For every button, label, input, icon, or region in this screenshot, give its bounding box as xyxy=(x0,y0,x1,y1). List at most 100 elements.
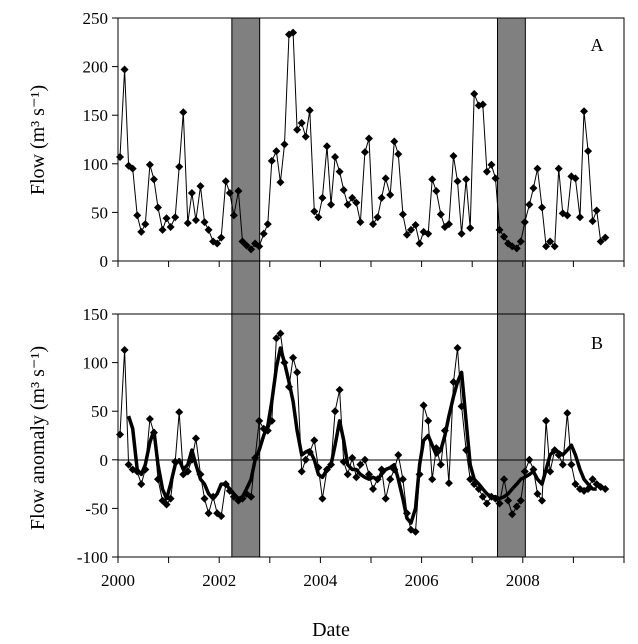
panel-b-data-point xyxy=(504,496,513,505)
panel-a-data-point xyxy=(516,237,525,246)
panel-b-data-point xyxy=(137,480,146,489)
panel-a-data-point xyxy=(141,220,150,229)
panel-a-data-point xyxy=(466,223,475,232)
panel-a-data-point xyxy=(546,237,555,246)
panel-b-data-point xyxy=(419,401,428,410)
panel-a-data-point xyxy=(364,134,373,143)
panel-b-data-point xyxy=(145,414,154,423)
panel-a-data-point xyxy=(580,107,589,116)
panel-a-data-point xyxy=(575,213,584,222)
panel-a-data-point xyxy=(247,245,256,254)
panel-b-data-point xyxy=(525,455,534,464)
panel-a-data-point xyxy=(390,137,399,146)
panel-a-data-point xyxy=(601,233,610,242)
panel-a-data-point xyxy=(424,229,433,238)
panel-a-series-1-line xyxy=(119,32,606,250)
panel-a-data-point xyxy=(533,164,542,173)
panel-a-data-point xyxy=(149,175,158,184)
panel-b-y-tick-label: 150 xyxy=(83,305,109,324)
panel-a-data-point xyxy=(588,217,597,226)
panel-b-data-point xyxy=(428,475,437,484)
panel-b-data-point xyxy=(482,499,491,508)
panel-a-data-point xyxy=(444,220,453,229)
panel-b-data-point xyxy=(542,416,551,425)
panel-b-data-point xyxy=(495,499,504,508)
panel-a-label: A xyxy=(591,35,604,55)
panel-a-data-point xyxy=(571,174,580,183)
panel-a-data-point xyxy=(187,188,196,197)
panel-b-data-point xyxy=(394,450,403,459)
panel-a-data-point xyxy=(145,160,154,169)
panel-a-y-tick-label: 100 xyxy=(83,155,109,174)
panel-b-series-2-line xyxy=(126,346,597,525)
panel-b-data-point xyxy=(478,492,487,501)
panel-a-data-point xyxy=(415,239,424,248)
panel-a-y-tick-label: 150 xyxy=(83,106,109,125)
panel-b-data-point xyxy=(247,492,256,501)
panel-a-data-point xyxy=(213,239,222,248)
panel-a-data-point xyxy=(196,182,205,191)
panel-a-data-point xyxy=(179,108,188,117)
panel-b-data-point xyxy=(500,475,509,484)
panel-b-data-point xyxy=(516,496,525,505)
panel-b-data-point xyxy=(183,467,192,476)
panel-b-data-point xyxy=(360,455,369,464)
panel-a-data-point xyxy=(204,225,213,234)
panel-a-data-point xyxy=(259,229,268,238)
panel-b-data-point xyxy=(255,416,264,425)
panel-b-data-point xyxy=(272,334,281,343)
panel-b-data-point xyxy=(601,484,610,493)
panel-a-y-tick-label: 200 xyxy=(83,58,109,77)
panel-a-data-point xyxy=(592,206,601,215)
panel-b-data-point xyxy=(116,430,125,439)
panel-a-data-point xyxy=(200,218,209,227)
panel-a-data-point xyxy=(436,210,445,219)
x-axis-title: Date xyxy=(312,619,350,641)
panel-a-data-point xyxy=(457,229,466,238)
panel-a-data-point xyxy=(229,211,238,220)
panel-a-data-point xyxy=(394,150,403,159)
panel-a-data-point xyxy=(478,100,487,109)
panel-b-data-point xyxy=(444,479,453,488)
panel-b-data-point xyxy=(508,510,517,519)
panel-b-data-point xyxy=(436,460,445,469)
panel-b-data-point xyxy=(571,480,580,489)
panel-a-data-point xyxy=(225,188,234,197)
panel-a-data-point xyxy=(171,213,180,222)
panel-a-data-point xyxy=(432,187,441,196)
panel-a-data-point xyxy=(453,177,462,186)
x-tick-label: 2002 xyxy=(202,571,236,590)
x-tick-label: 2004 xyxy=(303,571,338,590)
panel-a-data-point xyxy=(310,207,319,216)
panel-a-data-point xyxy=(116,152,125,161)
panel-a-y-axis-title: Flow (m³ s⁻¹) xyxy=(27,85,49,195)
panel-b-data-point xyxy=(331,407,340,416)
panel-a-data-point xyxy=(162,214,171,223)
panel-b-data-point xyxy=(175,408,184,417)
panel-a-data-point xyxy=(402,230,411,239)
panel-a-data-point xyxy=(289,28,298,37)
panel-a-data-point xyxy=(550,242,559,251)
panel-a-data-point xyxy=(322,142,331,151)
panel-a-data-point xyxy=(242,241,251,250)
panel-a-data-point xyxy=(263,220,272,229)
panel-a-data-point xyxy=(335,167,344,176)
panel-b-data-point xyxy=(356,460,365,469)
panel-b-data-point xyxy=(191,434,200,443)
panel-a-data-point xyxy=(386,190,395,199)
panel-b-data-point xyxy=(411,527,420,536)
panel-b-data-point xyxy=(310,436,319,445)
panel-b-data-point xyxy=(318,494,327,503)
panel-a-data-point xyxy=(373,213,382,222)
panel-a-data-point xyxy=(495,225,504,234)
panel-a-data-point xyxy=(512,244,521,253)
panel-b-y-ticks: -100 -50 0 50 100 150 xyxy=(77,305,118,567)
panel-b-data-point xyxy=(453,344,462,353)
panel-a-data-point xyxy=(356,218,365,227)
panel-a-data-point xyxy=(305,106,314,115)
panel-a-data-point xyxy=(120,65,129,74)
panel-b-data-point xyxy=(217,512,226,521)
panel-a-data-point xyxy=(191,216,200,225)
panel-a-data-point xyxy=(542,242,551,251)
